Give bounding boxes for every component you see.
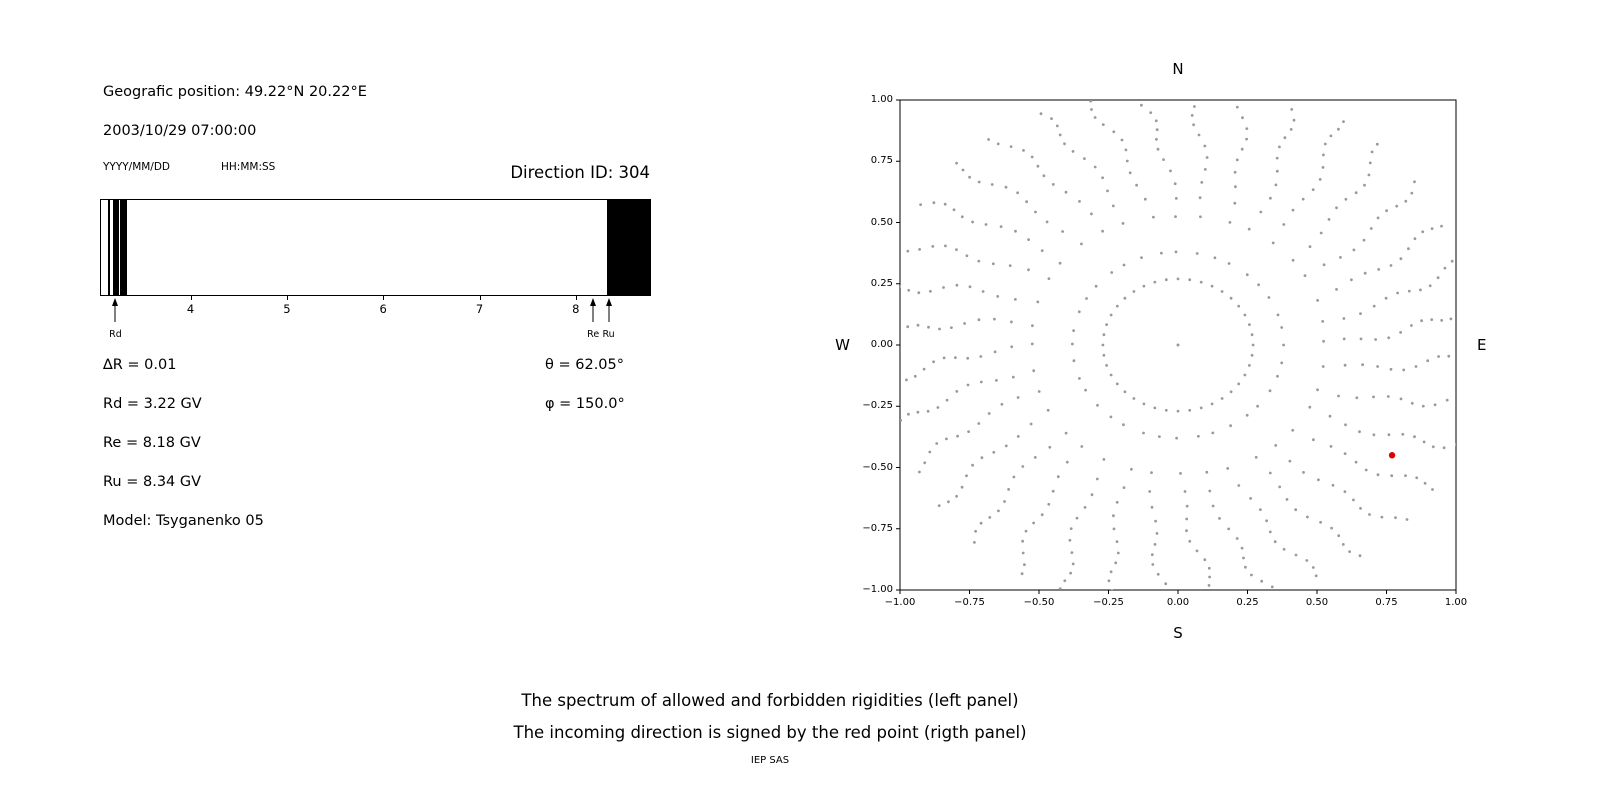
forbidden-band [108,200,111,295]
compass-north-label: N [1172,60,1184,78]
compass-east-label: E [1477,336,1487,354]
x-tick-label: 0.50 [1305,597,1329,608]
param-delta-r: ∆R = 0.01 [103,357,177,373]
parameter-list-left: ∆R = 0.01 Rd = 3.22 GV Re = 8.18 GV Ru =… [103,346,264,541]
x-tick-label: 0.00 [1166,597,1190,608]
marker-label: Re [587,329,600,340]
x-tick-label: 1.00 [1444,597,1468,608]
caption-line-2: The incoming direction is signed by the … [513,723,1027,742]
y-tick-label: 0.50 [870,216,893,228]
param-rd: Rd = 3.22 GV [103,396,202,412]
y-tick-label: 0.75 [870,155,893,167]
x-axis-tick-labels: −1.00 −0.75 −0.50 −0.25 0.00 0.25 0.50 0.75 1.00 [885,597,1467,611]
spectrum-tick-label: 8 [572,302,580,316]
rigidity-spectrum-bar [100,199,651,296]
param-re: Re = 8.18 GV [103,435,201,451]
observation-datetime: 2003/10/29 07:00:00 [103,123,257,139]
marker-label: Rd [109,329,122,340]
spectrum-tick-mark [575,296,577,300]
spectrum-tick-mark [479,296,481,300]
param-theta: θ = 62.05° [545,357,624,373]
compass-west-label: W [835,336,850,354]
incoming-direction-point [1388,452,1396,459]
parameter-list-right: θ = 62.05° φ = 150.0° [545,346,625,424]
forbidden-band [112,200,120,295]
spectrum-tick-mark [383,296,385,300]
figure-caption: The spectrum of allowed and forbidden ri… [270,685,1270,749]
y-tick-label: −0.50 [862,461,893,473]
marker-arrow-icon [110,298,120,322]
x-tick-label: 0.75 [1375,597,1398,608]
y-axis-tick-labels: 1.00 0.75 0.50 0.25 0.00 −0.25 −0.50 −0.75 −1.00 [835,94,893,595]
marker-arrow-icon [588,298,598,322]
rigidity-spectrum: 4 5 6 7 8 Rd Re Ru [100,199,651,359]
spectrum-tick-label: 6 [379,302,387,316]
y-tick-label: −0.25 [862,400,893,412]
x-tick-label: 0.25 [1236,597,1259,608]
credit-label: IEP SAS [750,755,790,766]
forbidden-band [606,200,650,295]
asymptotic-direction-dots [900,100,1456,590]
x-tick-label: −0.75 [954,597,985,608]
spectrum-tick-label: 5 [283,302,291,316]
time-format-label: HH:MM:SS [221,161,276,173]
param-ru: Ru = 8.34 GV [103,474,202,490]
date-format-label: YYYY/MM/DD [103,161,171,173]
spectrum-tick-label: 7 [475,302,484,316]
spectrum-tick-mark [286,296,288,300]
x-tick-label: −0.25 [1093,597,1124,608]
direction-plot [896,99,1457,594]
y-tick-label: 1.00 [870,94,893,105]
y-tick-label: 0.00 [870,339,893,350]
marker-label: Ru [602,329,615,340]
marker-arrow-icon [604,298,614,322]
y-tick-label: −0.75 [862,522,893,534]
spectrum-tick-mark [190,296,192,300]
geographic-position-label: Geografic position: 49.22°N 20.22°E [103,84,367,100]
y-tick-label: −1.00 [862,584,893,595]
compass-south-label: S [1173,624,1183,642]
y-tick-label: 0.25 [870,277,893,289]
spectrum-tick-label: 4 [186,302,195,316]
param-phi: φ = 150.0° [545,396,625,412]
x-tick-label: −0.50 [1023,597,1055,608]
forbidden-band [120,200,127,295]
caption-line-1: The spectrum of allowed and forbidden ri… [521,691,1019,710]
x-tick-label: −1.00 [884,597,916,608]
param-model: Model: Tsyganenko 05 [103,513,264,529]
direction-id-label: Direction ID: 304 [510,163,650,182]
